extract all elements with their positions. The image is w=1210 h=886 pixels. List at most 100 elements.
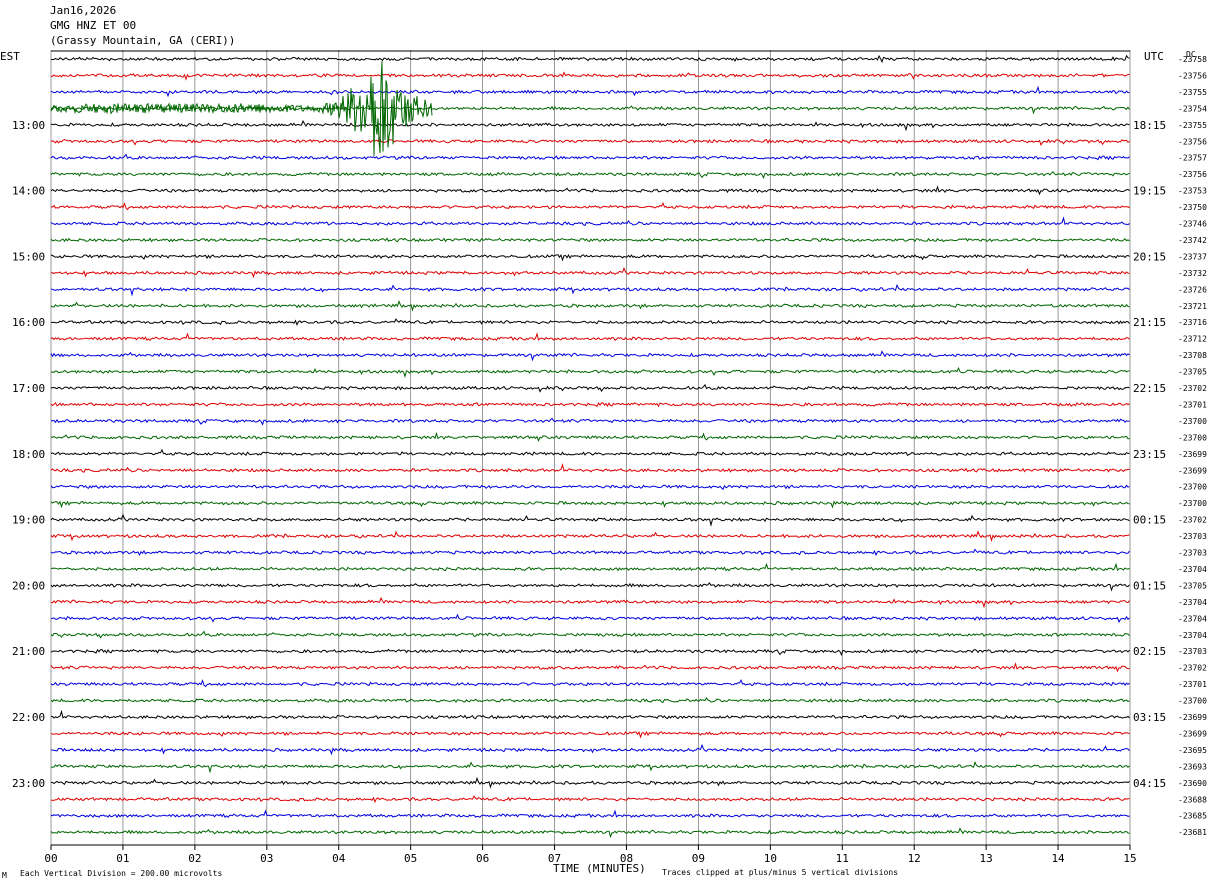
dc-offset-label: -23702: [1178, 516, 1207, 525]
seismic-trace: [50, 216, 1130, 226]
corner-mark: M: [2, 871, 7, 880]
x-tick-label: 14: [1051, 852, 1065, 865]
seismic-trace: [50, 185, 1130, 196]
seismic-trace: [50, 299, 1130, 312]
seismic-trace: [50, 105, 1130, 115]
seismic-trace: [50, 662, 1130, 673]
dc-offset-label: -23742: [1178, 236, 1207, 245]
dc-offset-label: -23690: [1178, 779, 1207, 788]
left-time-label: 13:00: [12, 119, 45, 132]
seismic-trace: [50, 283, 1130, 297]
dc-offset-label: -23756: [1178, 137, 1207, 146]
dc-offset-label: -23702: [1178, 664, 1207, 673]
header-station: GMG HNZ ET 00: [50, 19, 137, 32]
seismic-trace: [50, 548, 1130, 557]
dc-offset-label: -23701: [1178, 400, 1207, 409]
seismic-trace: [50, 678, 1130, 688]
seismic-trace: [50, 54, 1130, 64]
dc-offset-label: -23681: [1178, 828, 1207, 837]
dc-offset-label: -23703: [1178, 647, 1207, 656]
dc-offset-label: -23756: [1178, 170, 1207, 179]
dc-offset-label: -23750: [1178, 203, 1207, 212]
x-tick-label: 06: [476, 852, 489, 865]
scale-note: Each Vertical Division = 200.00 microvol…: [20, 869, 222, 878]
seismic-trace: [50, 500, 1130, 509]
right-time-label: 20:15: [1133, 250, 1166, 263]
seismic-trace: [50, 513, 1130, 527]
dc-offset-label: -23700: [1178, 697, 1207, 706]
header-date: Jan16,2026: [50, 4, 117, 17]
left-time-label: 23:00: [12, 777, 45, 790]
right-time-label: 18:15: [1133, 119, 1166, 132]
seismic-trace: [50, 119, 1130, 132]
seismic-trace: [50, 318, 1130, 326]
x-tick-label: 11: [836, 852, 849, 865]
seismic-trace: [50, 170, 1130, 180]
dc-offset-label: -23758: [1178, 55, 1207, 64]
dc-offset-label: -23699: [1178, 729, 1207, 738]
seismic-trace: [50, 266, 1130, 279]
seismic-trace: [51, 776, 1130, 789]
x-tick-label: 03: [260, 852, 273, 865]
dc-offset-label: -23685: [1178, 812, 1207, 821]
seismic-trace: [50, 809, 1130, 819]
seismic-trace: [50, 332, 1130, 342]
dc-offset-label: -23754: [1178, 104, 1207, 113]
dc-offset-label: -23699: [1178, 713, 1207, 722]
left-time-label: 18:00: [12, 448, 45, 461]
dc-offset-label: -23703: [1178, 532, 1207, 541]
seismic-trace: [50, 795, 1130, 804]
dc-offset-label: -23704: [1178, 598, 1207, 607]
right-time-label: 21:15: [1133, 316, 1166, 329]
seismic-trace: [50, 530, 1130, 543]
seismic-trace: [50, 613, 1130, 624]
dc-offset-label: -23712: [1178, 335, 1207, 344]
dc-offset-label: -23726: [1178, 285, 1207, 294]
seismic-trace: [50, 562, 1130, 572]
dc-offset-label: -23703: [1178, 549, 1207, 558]
dc-offset-label: -23693: [1178, 762, 1207, 771]
right-time-label: 04:15: [1133, 777, 1166, 790]
event-signal: [50, 61, 433, 156]
dc-offset-label: -23746: [1178, 220, 1207, 229]
seismic-trace: [50, 709, 1130, 720]
dc-offset-label: -23708: [1178, 351, 1207, 360]
seismic-trace: [50, 401, 1130, 408]
seismic-trace: [50, 730, 1130, 739]
dc-offset-label: -23755: [1178, 121, 1207, 130]
right-zone-label: UTC: [1144, 50, 1164, 63]
dc-offset-label: -23699: [1178, 466, 1207, 475]
seismic-trace: [50, 350, 1130, 362]
left-time-label: 17:00: [12, 382, 45, 395]
seismic-trace: [50, 697, 1130, 704]
grid-layer: [50, 50, 1131, 850]
right-time-label: 22:15: [1133, 382, 1166, 395]
seismic-trace: [50, 366, 1130, 379]
left-time-label: 15:00: [12, 250, 45, 263]
dc-offset-label: -23732: [1178, 269, 1207, 278]
dc-offset-label: -23700: [1178, 483, 1207, 492]
x-tick-label: 05: [404, 852, 417, 865]
left-time-label: 14:00: [12, 185, 45, 198]
dc-offset-label: -23700: [1178, 417, 1207, 426]
seismic-trace: [50, 253, 1130, 262]
header-location: (Grassy Mountain, GA (CERI)): [50, 34, 236, 47]
dc-offset-label: -23756: [1178, 71, 1207, 80]
dc-offset-label: -23701: [1178, 680, 1207, 689]
dc-offset-label: -23721: [1178, 302, 1207, 311]
right-time-label: 03:15: [1133, 711, 1166, 724]
dc-offset-label: -23716: [1178, 318, 1207, 327]
seismic-trace: [50, 85, 1130, 98]
x-tick-label: 07: [548, 852, 561, 865]
seismic-trace: [50, 463, 1130, 473]
seismic-trace: [50, 484, 1130, 491]
x-tick-label: 02: [188, 852, 201, 865]
dc-offset-label: -23704: [1178, 631, 1207, 640]
x-tick-label: 04: [332, 852, 346, 865]
seismic-trace: [50, 448, 1130, 457]
seismic-trace: [50, 237, 1130, 243]
seismic-trace: [50, 827, 1130, 839]
seismic-trace: [50, 71, 1130, 81]
dc-offset-label: -23695: [1178, 746, 1207, 755]
